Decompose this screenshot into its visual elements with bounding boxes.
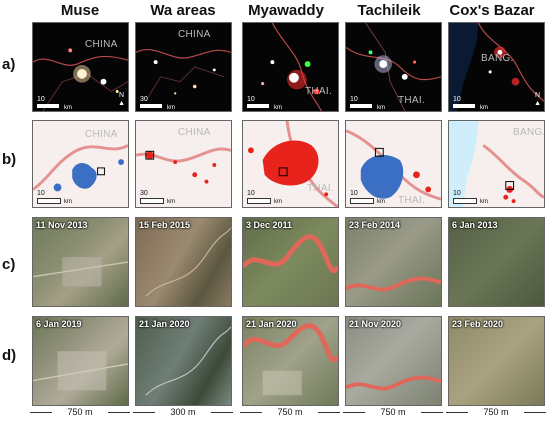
image-date: 3 Dec 2011: [246, 220, 293, 230]
satellite-texture: [346, 276, 441, 292]
satellite-image-c-myawaddy: 3 Dec 2011: [242, 217, 339, 307]
row-label-c: c): [2, 256, 16, 273]
satellite-texture: [243, 323, 338, 396]
scale-bar: 10 km: [453, 190, 488, 205]
satellite-texture: [145, 227, 231, 297]
image-date: 21 Nov 2020: [349, 319, 402, 329]
image-date: 23 Feb 2020: [452, 319, 504, 329]
country-label-thai: THAI.: [398, 195, 426, 206]
satellite-texture: [33, 257, 128, 287]
cluster-map-panel-wa-areas: CHINA 30 km: [135, 120, 232, 208]
image-date: 21 Jan 2020: [246, 319, 297, 329]
scale-bar: 10 km: [37, 190, 72, 205]
bottom-scale-tachileik: 750 m: [343, 407, 443, 417]
cluster-map: [346, 129, 441, 201]
satellite-texture: [243, 234, 338, 274]
satellite-texture: [33, 351, 128, 391]
satellite-texture: [346, 375, 441, 391]
bottom-scale-myawaddy: 750 m: [240, 407, 340, 417]
cluster-map-panel-muse: CHINA 10 km: [32, 120, 129, 208]
country-label-thai: THAI.: [398, 95, 426, 106]
country-label-bang: BANG.: [513, 127, 545, 138]
night-lights-map: [136, 48, 231, 102]
country-label-bang: BANG.: [481, 53, 514, 64]
satellite-image-d-myawaddy: 21 Jan 2020: [242, 316, 339, 406]
column-title-myawaddy: Myawaddy: [248, 2, 324, 19]
night-lights-panel-coxs-bazar: BANG. 10 km N ▲: [448, 22, 545, 112]
scale-bar: 10 km: [247, 190, 282, 205]
cluster-map: [33, 144, 128, 192]
scale-bar: 30 km: [140, 96, 175, 111]
country-label-china: CHINA: [85, 129, 118, 140]
satellite-image-c-tachileik: 23 Feb 2014: [345, 217, 442, 307]
satellite-image-c-wa-areas: 15 Feb 2015: [135, 217, 232, 307]
cluster-map: [247, 121, 338, 207]
country-label-china: CHINA: [178, 127, 211, 138]
row-label-d: d): [2, 347, 17, 364]
satellite-image-d-wa-areas: 21 Jan 2020: [135, 316, 232, 406]
north-arrow-icon: N ▲: [534, 92, 541, 107]
night-lights-panel-muse: CHINA 10 km N ▲: [32, 22, 129, 112]
north-arrow-icon: N ▲: [118, 92, 125, 107]
scale-bar: 10 km: [37, 96, 72, 111]
night-lights-map: [33, 48, 128, 111]
satellite-image-d-muse: 6 Jan 2019: [32, 316, 129, 406]
row-label-b: b): [2, 151, 17, 168]
cluster-map-panel-myawaddy: THAI. 10 km: [242, 120, 339, 208]
image-date: 15 Feb 2015: [139, 220, 191, 230]
night-lights-map: [449, 23, 544, 111]
scale-bar: 10 km: [453, 96, 488, 111]
image-date: 6 Jan 2019: [36, 319, 82, 329]
satellite-image-d-coxs-bazar: 23 Feb 2020: [448, 316, 545, 406]
bottom-scale-wa-areas: 300 m: [133, 407, 233, 417]
night-lights-map: [346, 23, 441, 111]
image-date: 6 Jan 2013: [452, 220, 498, 230]
image-date: 21 Jan 2020: [139, 319, 190, 329]
satellite-image-c-muse: 11 Nov 2013: [32, 217, 129, 307]
night-lights-map: [261, 23, 322, 111]
image-date: 11 Nov 2013: [36, 220, 88, 230]
scale-bar: 10 km: [247, 96, 282, 111]
night-lights-panel-tachileik: THAI. 10 km: [345, 22, 442, 112]
satellite-image-d-tachileik: 21 Nov 2020: [345, 316, 442, 406]
column-title-tachileik: Tachileik: [357, 2, 421, 19]
cluster-map: [449, 121, 544, 207]
cluster-map: [136, 147, 231, 184]
country-label-china: CHINA: [178, 29, 211, 40]
country-label-thai: THAI.: [307, 183, 335, 194]
row-label-a: a): [2, 56, 16, 73]
scale-bar: 10 km: [350, 190, 385, 205]
column-title-wa-areas: Wa areas: [150, 2, 216, 19]
column-title-coxs-bazar: Cox's Bazar: [449, 2, 535, 19]
night-lights-panel-myawaddy: THAI. 10 km: [242, 22, 339, 112]
scale-bar: 10 km: [350, 96, 385, 111]
cluster-map-panel-coxs-bazar: BANG. 10 km: [448, 120, 545, 208]
bottom-scale-coxs-bazar: 750 m: [446, 407, 546, 417]
country-label-thai: THAI.: [305, 86, 333, 97]
night-lights-panel-wa-areas: CHINA 30 km: [135, 22, 232, 112]
satellite-image-c-coxs-bazar: 6 Jan 2013: [448, 217, 545, 307]
cluster-map-panel-tachileik: THAI. 10 km: [345, 120, 442, 208]
bottom-scale-muse: 750 m: [30, 407, 130, 417]
column-title-muse: Muse: [60, 2, 100, 19]
satellite-texture: [145, 326, 231, 396]
country-label-china: CHINA: [85, 39, 118, 50]
image-date: 23 Feb 2014: [349, 220, 401, 230]
scale-bar: 30 km: [140, 190, 175, 205]
